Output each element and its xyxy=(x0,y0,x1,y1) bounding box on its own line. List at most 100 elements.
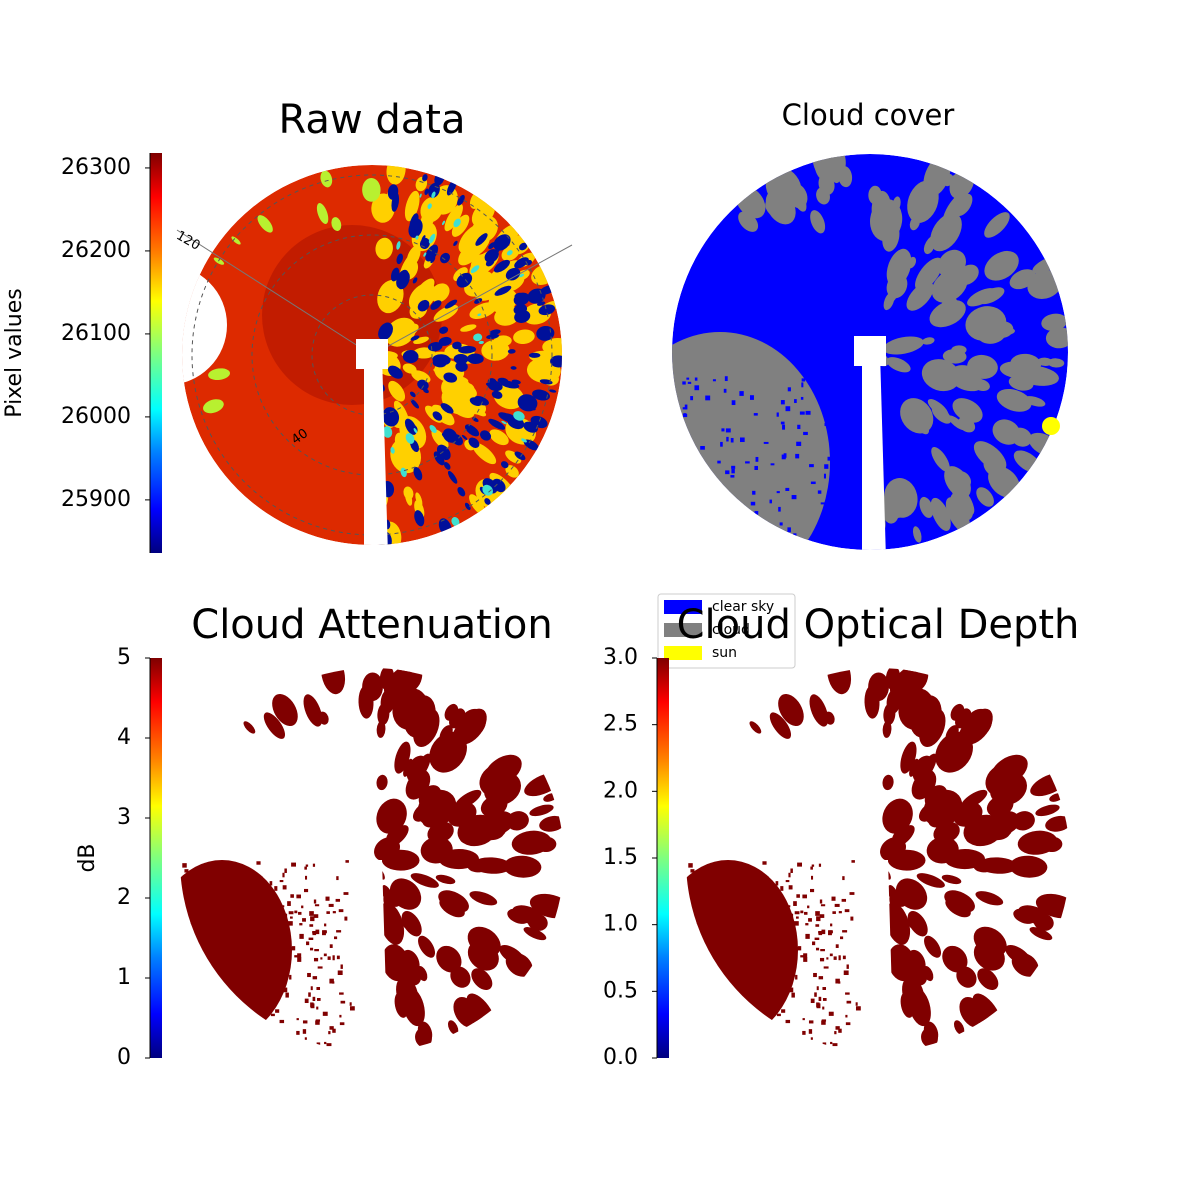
image-speckle xyxy=(832,911,836,914)
image-blob xyxy=(464,502,471,511)
image-blob xyxy=(409,213,419,231)
image-speckle xyxy=(344,916,348,921)
image-blob xyxy=(957,714,984,747)
image-blob xyxy=(431,429,449,449)
image-speckle xyxy=(328,1031,331,1035)
image-speckle xyxy=(270,949,273,954)
image-blob xyxy=(478,340,484,345)
image-blob xyxy=(919,496,934,518)
image-blob xyxy=(410,873,439,888)
image-blob xyxy=(519,273,525,278)
image-blob xyxy=(471,968,493,991)
image-blob xyxy=(428,233,436,244)
image-blob xyxy=(809,694,829,727)
image-mask xyxy=(854,336,886,366)
image-blob xyxy=(456,272,473,288)
image-speckle xyxy=(748,918,752,923)
image-speckle xyxy=(316,1042,321,1047)
image-speckle xyxy=(338,909,344,913)
image-blob xyxy=(953,802,983,827)
image-blob xyxy=(1037,357,1053,366)
image-speckle xyxy=(217,882,221,885)
image-speckle xyxy=(327,956,331,960)
image-blob xyxy=(907,192,920,215)
image-blob xyxy=(420,836,453,864)
image-speckle xyxy=(780,400,785,405)
image-blob xyxy=(510,366,517,370)
image-speckle xyxy=(811,875,814,880)
image-blob xyxy=(362,177,381,202)
panel-title: Raw data xyxy=(279,97,466,143)
image-speckle xyxy=(819,914,825,918)
image-speckle xyxy=(730,475,735,478)
image-speckle xyxy=(332,1028,336,1033)
image-speckle xyxy=(795,916,799,919)
image-blob xyxy=(965,831,982,844)
panel-title: Cloud cover xyxy=(782,98,955,132)
image-speckle xyxy=(316,998,321,1001)
image-speckle xyxy=(228,919,232,924)
image-speckle xyxy=(838,911,842,914)
image-blob xyxy=(316,203,329,224)
image-speckle xyxy=(290,894,294,898)
colorbar-tick-label: 26300 xyxy=(61,155,131,180)
image-blob xyxy=(996,388,1032,412)
image-blob xyxy=(945,497,971,534)
image-speckle xyxy=(763,441,769,444)
image-speckle xyxy=(780,942,784,946)
image-speckle xyxy=(255,883,260,886)
image-blob xyxy=(505,952,533,977)
image-blob xyxy=(418,935,436,958)
image-speckle xyxy=(690,869,695,873)
image-speckle xyxy=(285,918,288,921)
image-speckle xyxy=(324,1041,327,1045)
image-speckle xyxy=(818,976,824,980)
image-blob xyxy=(523,927,547,941)
image-speckle xyxy=(800,955,804,958)
image-blob xyxy=(376,798,407,834)
image-speckle xyxy=(835,978,840,984)
image-speckle xyxy=(740,865,745,870)
image-speckle xyxy=(851,860,855,863)
image-blob xyxy=(513,329,535,345)
image-speckle xyxy=(788,905,791,908)
image-speckle xyxy=(209,888,215,894)
image-speckle xyxy=(824,422,828,427)
image-blob xyxy=(497,377,509,384)
image-blob xyxy=(513,411,525,421)
image-speckle xyxy=(239,988,243,992)
image-speckle xyxy=(804,911,808,915)
image-speckle xyxy=(339,1014,342,1018)
image-speckle xyxy=(818,931,823,934)
legend-swatch xyxy=(664,623,702,637)
image-speckle xyxy=(269,898,273,903)
image-speckle xyxy=(781,930,785,933)
image-blob xyxy=(1011,427,1032,447)
image-blob xyxy=(447,802,477,827)
image-blob xyxy=(390,447,395,454)
image-speckle xyxy=(765,876,769,882)
image-speckle xyxy=(312,976,318,980)
image-speckle xyxy=(730,950,733,955)
polar-axis xyxy=(176,229,373,356)
image-blob xyxy=(915,257,943,291)
image-speckle xyxy=(682,381,686,385)
image-blob xyxy=(394,432,410,455)
image-speckle xyxy=(750,501,756,506)
image-blob xyxy=(939,301,960,317)
image-speckle xyxy=(801,378,806,382)
image-speckle xyxy=(291,862,297,867)
image-speckle xyxy=(315,1019,321,1022)
image-blob xyxy=(884,902,911,945)
image-speckle xyxy=(309,911,314,916)
image-speckle xyxy=(316,1006,319,1010)
image-speckle xyxy=(289,916,293,919)
image-blob xyxy=(944,466,971,498)
colorbar-tick-label: 4 xyxy=(117,725,131,750)
image-blob xyxy=(1041,313,1068,331)
image-speckle xyxy=(791,495,797,500)
image-blob xyxy=(421,235,426,243)
image-blob xyxy=(977,968,999,991)
image-speckle xyxy=(818,863,822,867)
legend-label: clear sky xyxy=(712,599,774,615)
